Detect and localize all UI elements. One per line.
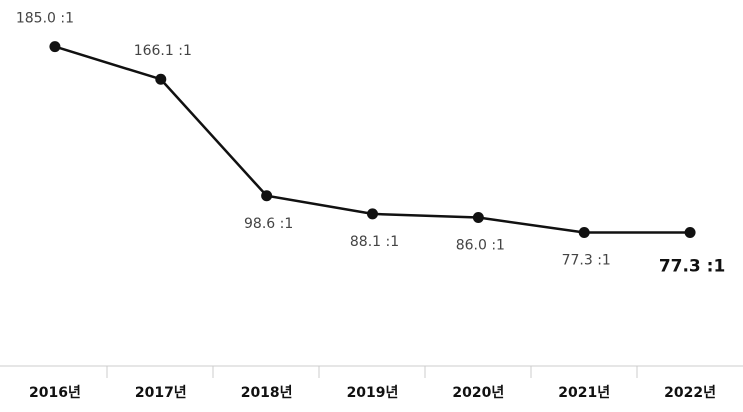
point xyxy=(49,41,61,53)
value-label: 88.1 :1 xyxy=(350,234,399,250)
point xyxy=(578,227,590,239)
x-tick-label: 2016년 xyxy=(29,385,81,401)
x-tick-label: 2021년 xyxy=(558,385,610,401)
x-tick-label: 2017년 xyxy=(135,385,187,401)
value-label: 86.0 :1 xyxy=(456,238,505,254)
value-label: 166.1 :1 xyxy=(134,43,192,59)
value-label: 185.0 :1 xyxy=(16,11,74,27)
point xyxy=(155,73,167,85)
x-tick-label: 2018년 xyxy=(241,385,293,401)
point xyxy=(472,212,484,224)
value-label: 77.3 :1 xyxy=(562,253,611,269)
value-label: 77.3 :1 xyxy=(659,257,726,277)
line xyxy=(54,45,691,234)
x-tick-label: 2020년 xyxy=(452,385,504,401)
point xyxy=(367,208,378,220)
x-dividers xyxy=(106,366,638,378)
point xyxy=(684,227,696,239)
x-tick-label: 2022년 xyxy=(664,385,716,401)
value-label: 98.6 :1 xyxy=(244,216,293,232)
point xyxy=(261,190,273,202)
x-tick-label: 2019년 xyxy=(347,385,399,401)
